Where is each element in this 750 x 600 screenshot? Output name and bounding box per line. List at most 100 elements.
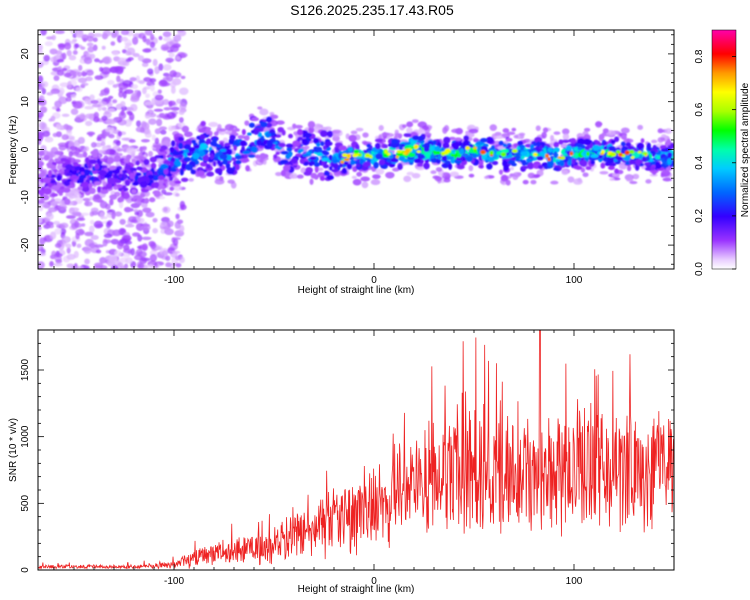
spectrogram-ridge-blob [135,160,140,166]
spectrogram-ridge-blob [359,158,365,164]
spectrogram-ridge-blob [185,152,193,157]
spectrogram-noise-blob [66,247,71,254]
spectrogram-ridge-blob [194,144,200,149]
spectrogram-ridge-blob [241,145,245,152]
spectrogram-ridge-blob [235,160,242,165]
spectrogram-ridge-blob [38,161,43,165]
spectrogram-noise-blob [101,106,107,111]
spectrogram-noise-blob [153,108,164,112]
spectrogram-ridge-blob [600,162,606,169]
spectrogram-ridge-blob [113,185,118,190]
spectrogram-ridge-blob [547,160,555,167]
spectrogram-noise-blob [108,95,114,100]
spectrogram-ridge-blob [89,159,98,165]
spectrogram-peak-blob [432,150,437,154]
spectrogram-haze-blob [411,172,421,179]
spectrogram-ridge-blob [375,153,383,160]
spectrogram-noise-blob [127,57,134,61]
spectrogram-ridge-blob [63,180,71,187]
spectrogram-ridge-blob [191,139,197,144]
spectrogram-ridge-blob [650,150,656,155]
spectrogram-haze-blob [468,173,475,178]
spectrogram-ridge-blob [152,190,161,195]
spectrogram-ridge-blob [620,141,626,147]
spectrogram-ridge-blob [124,180,131,187]
spectrogram-noise-blob [45,212,54,221]
spectrogram-ridge-blob [627,145,635,151]
colorbar-tick-label: 0.6 [694,102,705,116]
spectrogram-noise-blob [169,70,177,78]
spectrogram-ridge-blob [170,140,176,147]
spectrogram-noise-blob [99,212,105,220]
spectrogram-noise-blob [92,37,98,43]
spectrogram-noise-blob [90,207,99,213]
spectrogram-noise-blob [162,64,172,71]
spectrogram-haze-blob [269,111,275,116]
spectrogram-ridge-blob [136,166,143,171]
spectrogram-ridge-blob [362,161,371,168]
spectrogram-noise-blob [58,144,67,151]
spectrogram-noise-blob [80,212,90,216]
spectrogram-noise-blob [139,127,145,134]
spectrogram-noise-blob [149,78,157,83]
spectrogram-noise-blob [88,133,94,137]
colorbar-tick-label: 0.8 [694,49,705,63]
spectrogram-ridge-blob [245,165,250,172]
spectrogram-ridge-blob [188,147,196,152]
spectrogram-noise-blob [165,262,172,268]
spectrogram-ridge-blob [56,175,62,182]
spectrogram-peak-blob [395,155,399,159]
spectrogram-peak-blob [557,156,562,159]
spectrogram-ridge-blob [181,125,189,133]
spectrogram-noise-blob [84,258,90,265]
spectrogram-noise-blob [168,126,175,131]
spectrogram-noise-blob [49,261,54,267]
spectrogram-noise-blob [58,96,68,105]
spectrogram-peak-blob [642,152,648,155]
spectrogram-ridge-blob [423,145,430,153]
spectrogram-noise-blob [102,238,108,247]
spectrogram-haze-blob [254,154,261,159]
spectrogram-ridge-blob [328,166,333,171]
spectrogram-ridge-blob [199,143,208,150]
spectrogram-noise-blob [90,99,99,104]
spectrogram-haze-blob [580,167,586,173]
spectrogram-haze-blob [275,171,283,177]
spectrogram-ridge-blob [534,136,543,144]
spectrogram-ridge-blob [478,165,484,169]
spectrogram-ridge-blob [47,169,53,178]
spectrogram-ridge-blob [413,158,421,164]
spectrogram-ridge-blob [334,147,340,154]
spectrogram-noise-blob [175,55,181,61]
spectrogram-ridge-blob [303,171,312,176]
spectrogram-noise-blob [122,248,133,254]
spectrogram-ridge-blob [620,148,627,152]
spectrogram-noise-blob [52,132,58,138]
spectrogram-noise-blob [121,234,132,242]
spectrogram-noise-blob [95,249,102,254]
spectrogram-ridge-blob [163,168,169,175]
spectrogram-ridge-blob [239,140,247,146]
spectrogram-noise-blob [120,30,130,36]
spectrogram-noise-blob [122,80,133,87]
spectrogram-noise-blob [90,234,99,240]
spectrogram-haze-blob [434,175,443,182]
spectrogram-haze-blob [629,181,638,185]
spectrogram-haze-blob [442,126,448,134]
spectrogram-noise-blob [94,58,100,63]
spectrogram-haze-blob [595,121,602,128]
spectrogram-ridge-blob [383,144,388,149]
spectrogram-ridge-blob [590,160,596,165]
snr-y-tick-label: 1000 [20,425,31,448]
spectrogram-noise-blob [81,82,89,86]
spectrogram-ridge-blob [259,152,267,160]
spectrogram-ridge-blob [606,156,615,164]
spectrogram-ridge-blob [229,134,236,141]
spectrogram-noise-blob [154,137,160,145]
spectrogram-ridge-blob [426,151,431,159]
spectrogram-noise-blob [158,35,163,41]
spectrogram-haze-blob [577,177,582,183]
spectrogram-ridge-blob [441,155,448,162]
